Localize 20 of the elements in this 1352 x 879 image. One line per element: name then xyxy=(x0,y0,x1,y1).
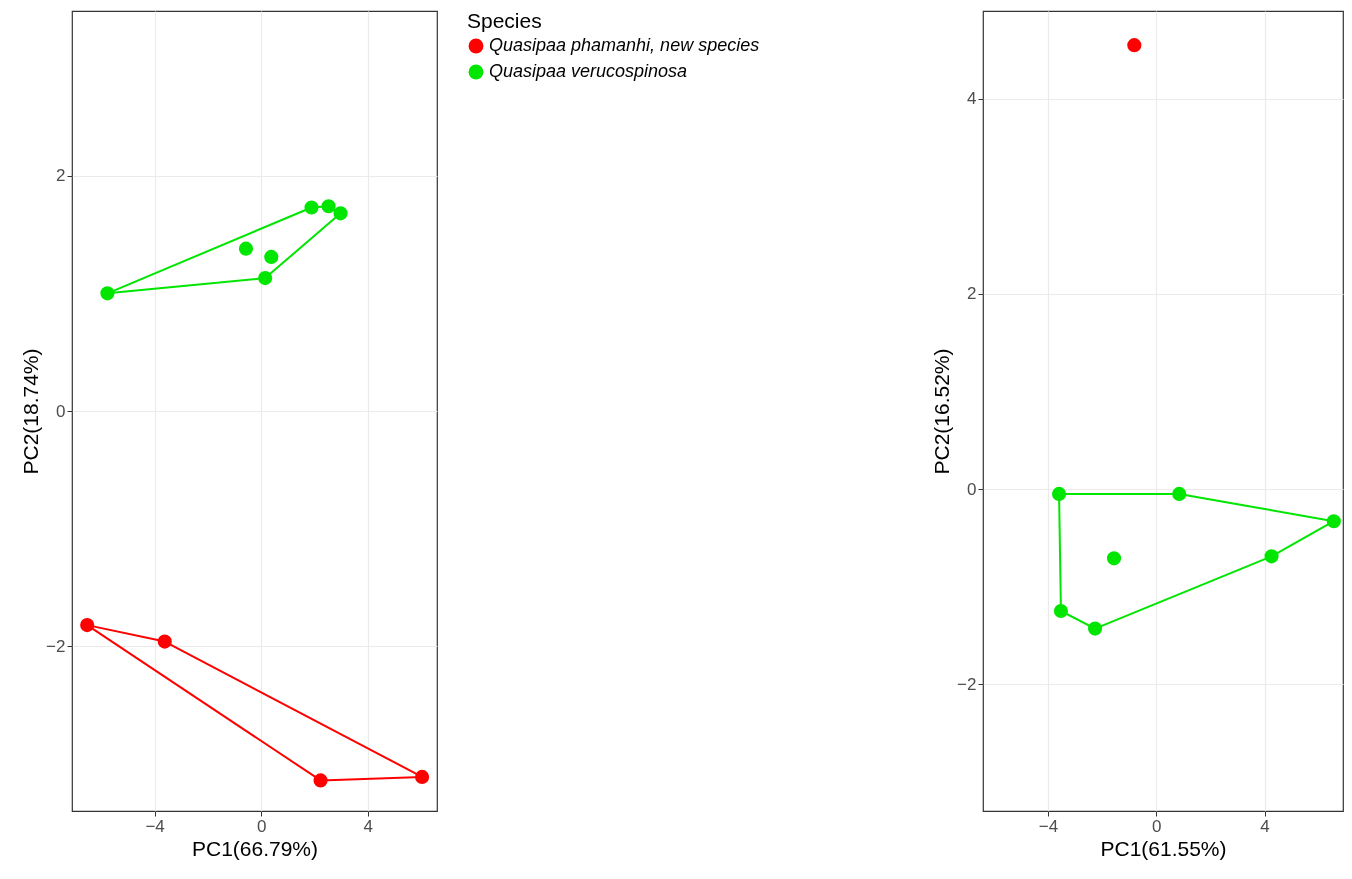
x-tick-label: 0 xyxy=(1152,816,1162,836)
legend-label: Quasipaa verucospinosa xyxy=(489,61,688,81)
y-tick-label: 0 xyxy=(56,401,66,421)
y-tick-label: −2 xyxy=(957,674,977,694)
x-axis-title: PC1(66.79%) xyxy=(191,836,319,860)
x-tick-label: −4 xyxy=(1038,816,1059,836)
y-tick-label: 0 xyxy=(967,479,977,499)
y-axis-title: PC2(18.74%) xyxy=(19,348,43,475)
x-axis-title: PC1(61.55%) xyxy=(1100,836,1227,860)
y-tick-label: 4 xyxy=(967,89,977,109)
x-tick-label: 4 xyxy=(1260,816,1270,836)
x-tick-label: −4 xyxy=(145,816,165,836)
legend-title: Species xyxy=(467,9,542,32)
x-tick-label: 4 xyxy=(363,816,373,836)
y-tick-label: 2 xyxy=(967,284,977,304)
x-tick-label: 0 xyxy=(256,816,267,836)
legend-label: Quasipaa phamanhi, new species xyxy=(489,35,760,55)
y-tick-label: −2 xyxy=(46,636,66,656)
y-axis-title: PC2(16.52%) xyxy=(930,348,954,475)
y-tick-label: 2 xyxy=(56,166,66,186)
